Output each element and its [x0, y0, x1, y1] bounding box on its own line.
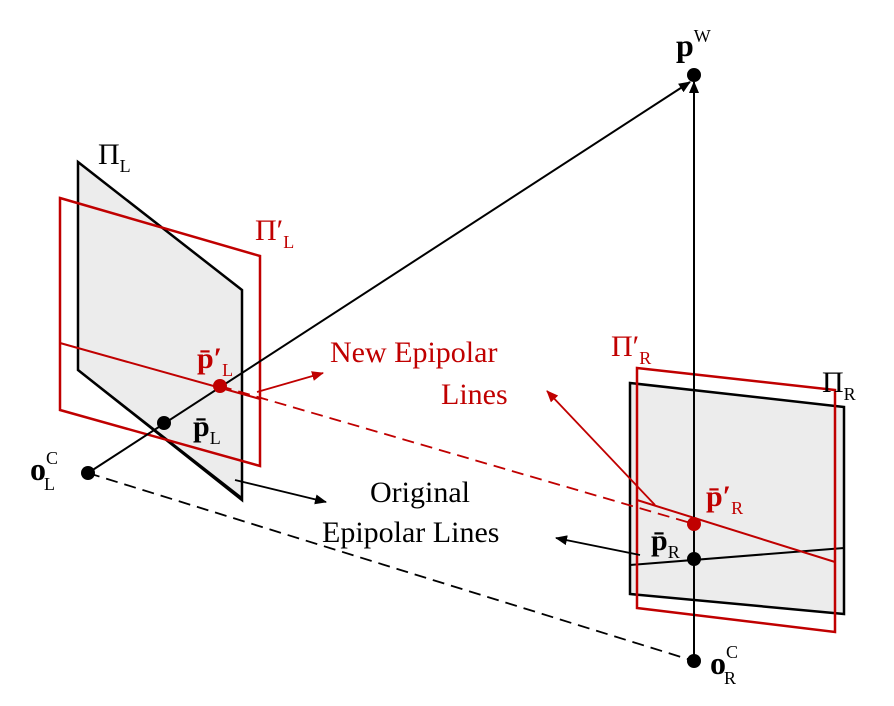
original-epipolar-annotation-line2: Epipolar Lines	[322, 516, 499, 549]
left-rectified-plane-label: Π′L	[255, 214, 294, 252]
left-camera-center-dot	[81, 466, 95, 480]
right-original-point-dot	[687, 552, 701, 566]
right-camera-center-dot	[687, 654, 701, 668]
right-original-plane	[628, 381, 846, 616]
right-rectified-plane	[635, 366, 837, 634]
left-rectified-plane	[58, 196, 262, 468]
new-epipolar-annotation-line2: Lines	[441, 378, 508, 411]
right-rectified-point-label: p̄′R	[706, 480, 743, 518]
world-point-label: pW	[676, 26, 711, 63]
left-original-point-label: p̄L	[193, 410, 221, 448]
left-original-point-dot	[157, 416, 171, 430]
left-rectified-point-dot	[213, 379, 227, 393]
left-camera-center-label: oC L	[30, 448, 58, 494]
right-rectified-point-dot	[687, 517, 701, 531]
new-epipolar-arrow-left	[256, 371, 324, 393]
right-original-plane-label: ΠR	[822, 366, 856, 404]
baseline-dashed-line	[87, 472, 695, 662]
right-new-epipolar-line	[636, 499, 836, 563]
right-original-epipolar-line	[629, 547, 845, 566]
right-original-point-label: p̄R	[651, 524, 680, 562]
right-camera-center-label: oC R	[710, 642, 738, 688]
world-point-dot	[687, 68, 701, 82]
new-epipolar-annotation-line1: New Epipolar	[330, 336, 497, 369]
left-original-plane-label: ΠL	[98, 138, 131, 176]
original-epipolar-annotation-line1: Original	[370, 476, 470, 509]
left-original-epipolar-line	[77, 369, 243, 499]
left-rectified-point-label: p̄′L	[197, 342, 233, 380]
left-ray	[87, 81, 691, 474]
original-epipolar-arrow-right	[555, 535, 641, 556]
left-new-epipolar-line	[59, 342, 261, 400]
left-original-plane	[76, 159, 244, 503]
right-rectified-plane-label: Π′R	[611, 330, 651, 368]
rectified-correspondence-dashed-line	[219, 385, 695, 525]
new-epipolar-arrow-right	[546, 390, 656, 506]
original-epipolar-arrow-left	[234, 479, 327, 505]
